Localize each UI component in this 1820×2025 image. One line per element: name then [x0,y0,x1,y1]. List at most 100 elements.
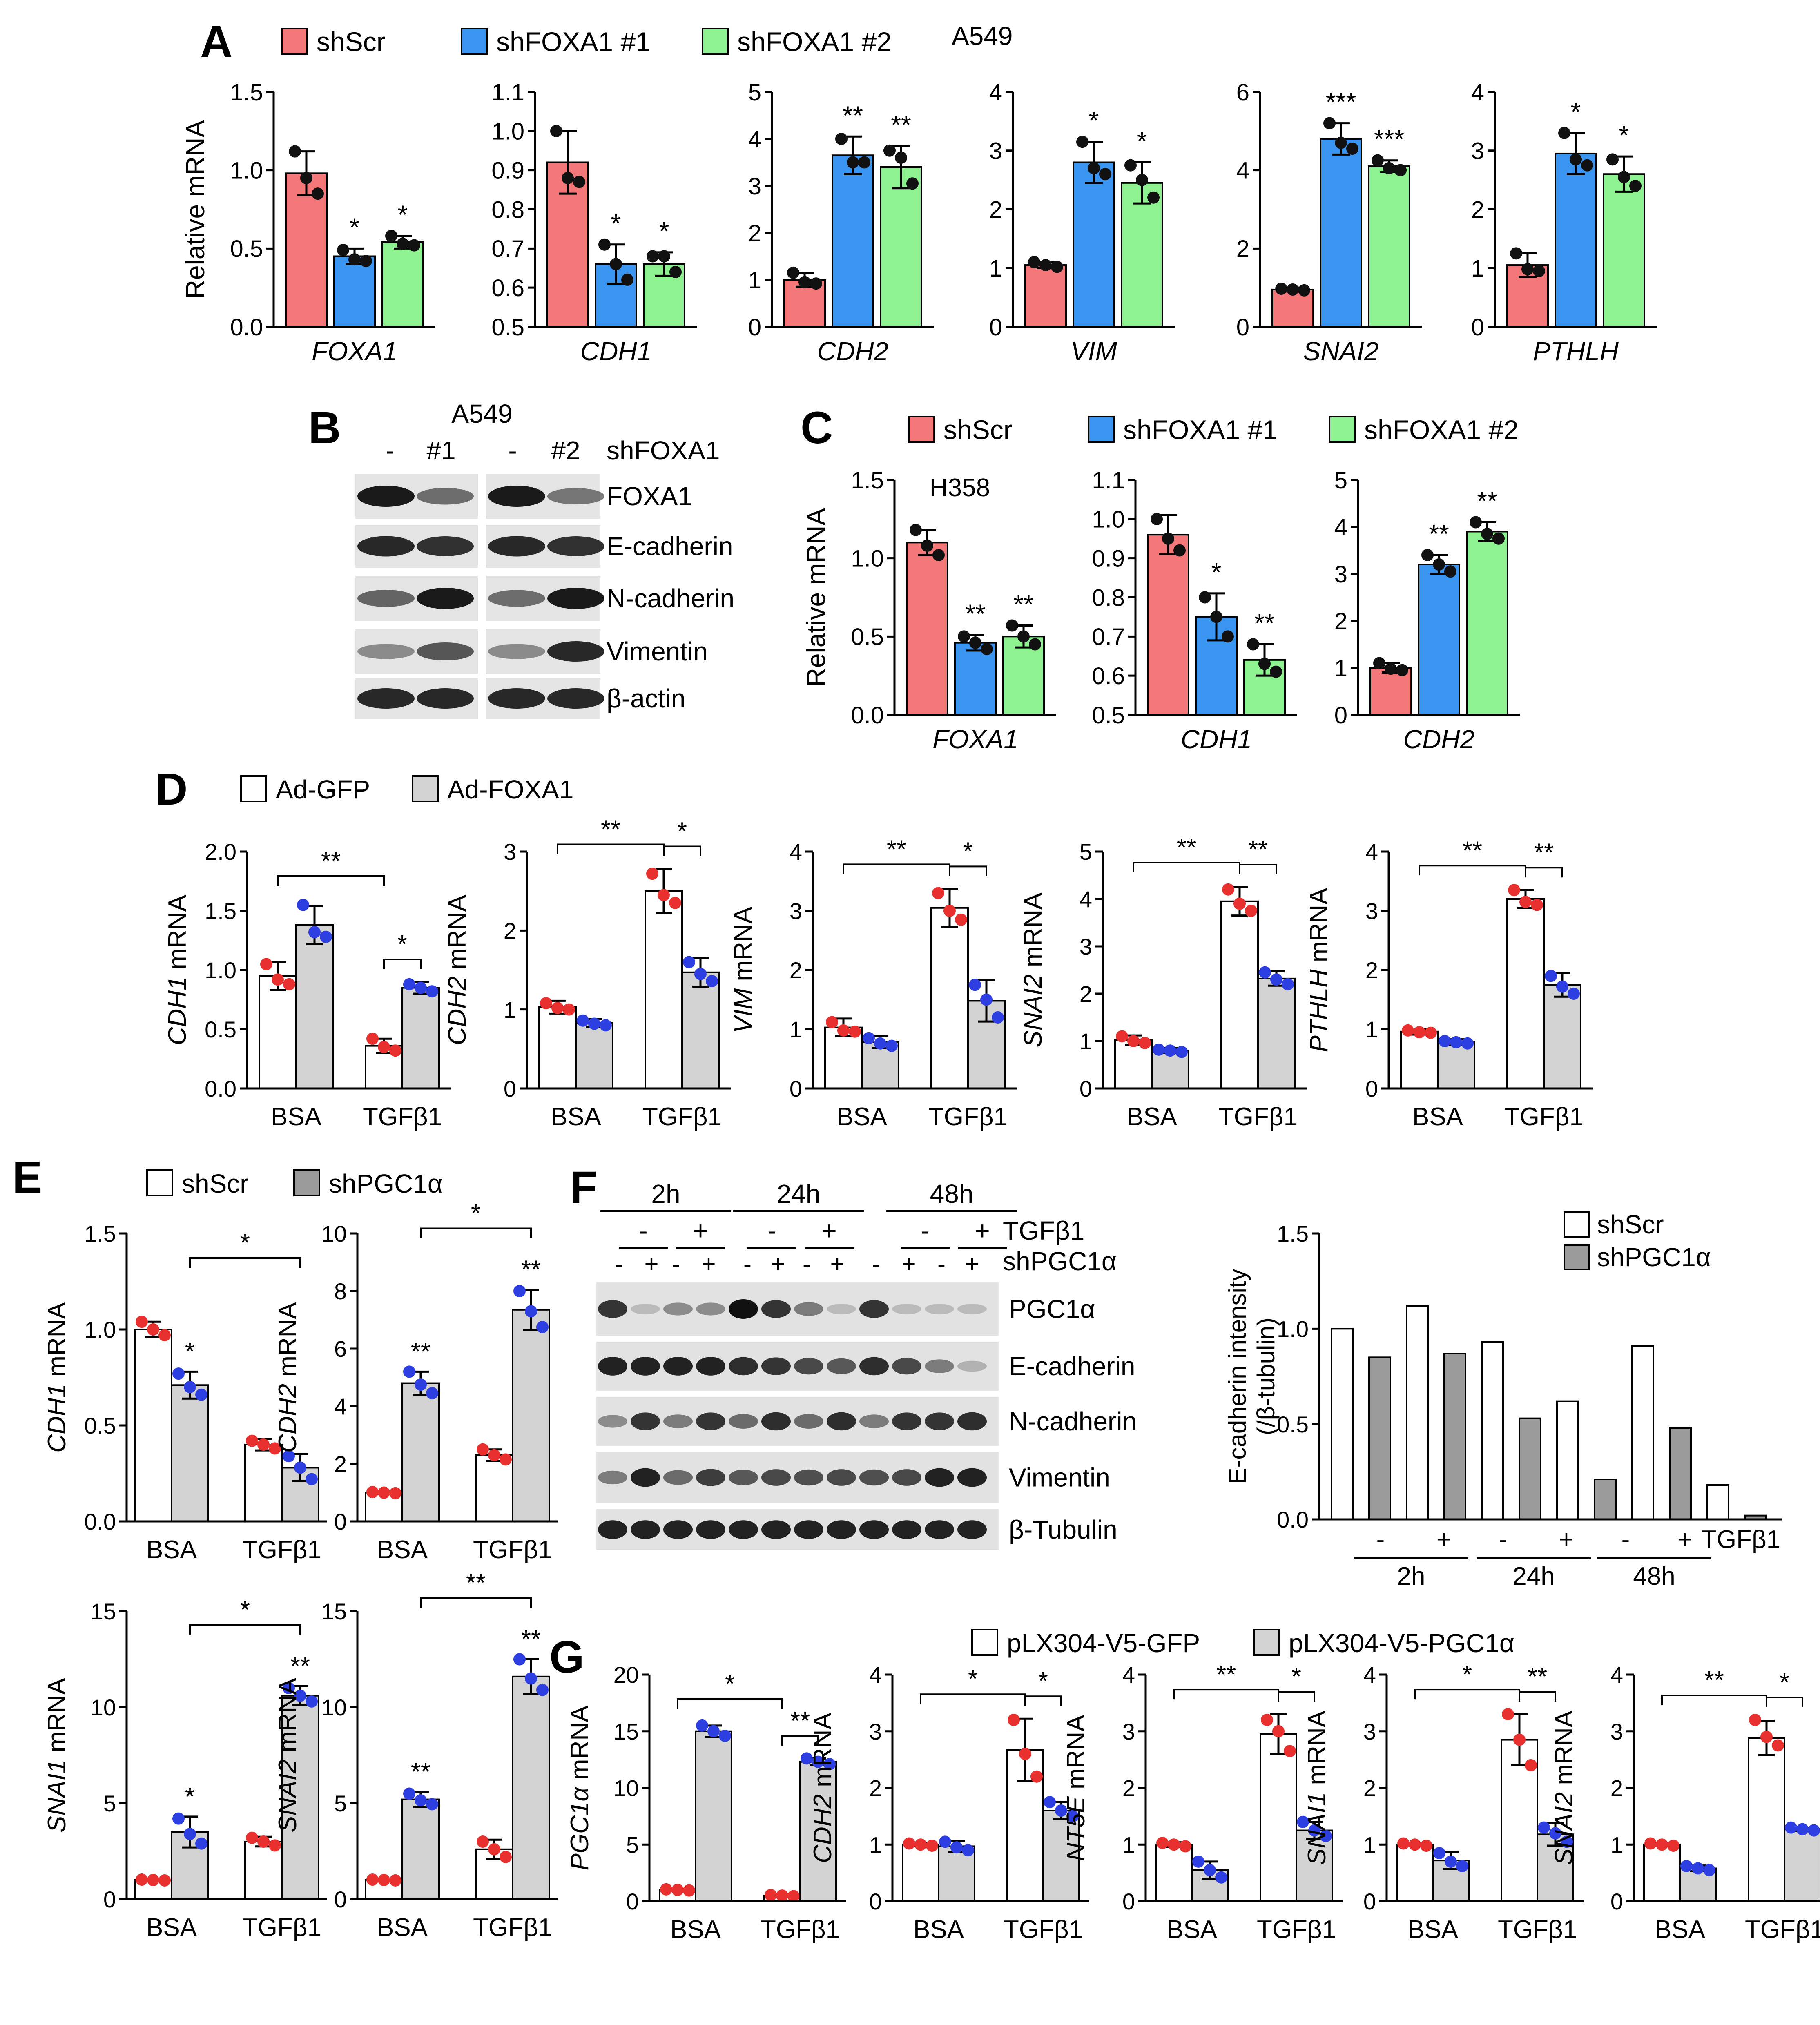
data-point [1259,966,1271,979]
data-point [525,1305,537,1318]
legend-swatch [146,1169,173,1196]
y-tick-label: 2 [334,1451,347,1477]
y-tick-label: 0 [504,1076,516,1102]
data-point [1066,1810,1079,1822]
y-axis-label: SNAI2 mRNA [1019,892,1047,1048]
y-tick-label: 3 [1610,1719,1623,1744]
y-tick-label: 5 [748,79,761,106]
y-tick-label: 2 [1236,236,1249,262]
blot-band [957,1412,987,1431]
y-tick-label: 20 [613,1662,639,1688]
significance-mark: ** [887,835,906,863]
y-tick-label: 0 [1236,314,1249,341]
chart-A4: 0 1 2 3 4 * * VIM [989,79,1175,366]
y-tick-label: 1 [790,1017,802,1042]
y-tick-label: 0.7 [491,236,524,262]
significance-mark: * [185,1338,195,1366]
y-tick-label: 2 [1365,957,1378,983]
y-tick-label: 3 [1365,898,1378,924]
data-point [1039,259,1052,272]
bar [681,971,720,1090]
data-point [257,1438,270,1451]
y-tick-label: 4 [1334,514,1347,541]
data-point [1124,159,1137,172]
blot-row-label: FOXA1 [607,482,692,511]
y-tick-label: 0 [1122,1889,1135,1914]
y-tick-label: 0.7 [1092,624,1125,650]
bar [295,924,334,1090]
y-tick-label: 1.5 [1277,1221,1309,1247]
blot-sh-sign: + [965,1250,979,1278]
bar [832,154,874,328]
significance-mark: * [240,1596,250,1624]
data-point [895,152,907,164]
bar [259,975,297,1089]
data-point [950,1841,963,1854]
y-tick-label: 1.5 [230,79,263,106]
y-axis-label-gene: PGC1α [566,1786,594,1871]
blot-band [761,1357,791,1375]
data-point [1618,171,1630,183]
data-point [1261,1714,1273,1726]
bar [1594,1479,1617,1520]
significance-mark: * [1780,1668,1789,1697]
x-axis-label: CDH1 [1181,725,1252,754]
significance-bracket [277,875,385,886]
blot-band [598,1357,627,1376]
chart-A2: 0.5 0.6 0.7 0.8 0.9 1.0 1.1 * * CDH1 [491,79,697,366]
y-axis-label-gene: CDH2 [809,1794,837,1863]
significance-mark: * [471,1199,481,1227]
x-axis-label: SNAI2 [1303,337,1379,366]
chart-D4: 0 1 2 3 4 5 BSA TGFβ1 ** ** SNAI2 mRNA [1019,834,1307,1131]
y-tick-label: 0.6 [491,275,524,301]
x-sign-label: + [1436,1525,1451,1554]
legend-label: shFOXA1 #2 [1364,415,1519,445]
y-axis-label: CDH1 mRNA [163,894,192,1045]
data-point [1204,1864,1216,1876]
y-tick-label: 3 [790,898,802,924]
blot-band [417,536,474,556]
y-tick-label: 15 [613,1719,639,1744]
x-axis-label: CDH2 [817,337,888,366]
bar [1331,1328,1354,1520]
data-point [1153,1043,1165,1056]
significance-bracket [663,845,701,856]
data-point [1028,256,1040,268]
chart-C2: 0.50.60.70.80.91.01.1***CDH1 [1092,467,1297,754]
y-tick-label: 1 [1334,655,1347,682]
y-tick-label: 4 [1236,158,1249,184]
y-tick-label: 2 [869,1775,882,1801]
data-point [969,979,981,991]
x-axis-label: CDH1 [580,337,651,366]
bar [1706,1484,1729,1520]
blot-band [488,688,545,709]
data-point [812,1755,824,1768]
cell-line-label: A549 [952,21,1013,51]
significance-mark: * [963,837,973,865]
legend-C: shScr shFOXA1 #1 shFOXA1 #2 [908,415,1519,445]
data-point [707,1725,720,1737]
blot-band [488,644,545,659]
x-tick-label: BSA [146,1913,197,1942]
data-point [939,1835,951,1848]
blot-band [729,1357,758,1376]
y-tick-label: 0 [989,314,1002,341]
legend-swatch [1564,1211,1590,1238]
significance-bracket [843,863,950,874]
significance-bracket [1024,1695,1062,1706]
data-point [1644,1837,1657,1850]
y-tick-label: 8 [334,1278,347,1304]
panel-letter-F: F [570,1162,597,1213]
significance-mark: ** [1254,609,1275,638]
y-tick-label: 4 [1363,1662,1376,1688]
data-point [513,1653,526,1666]
blot-band [696,1412,725,1430]
data-point [1531,899,1543,911]
x-tick-label: BSA [1412,1103,1463,1131]
legend-label: shScr [317,27,386,57]
x-time-label: 2h [1397,1562,1425,1590]
significance-mark: * [1038,1667,1048,1695]
significance-bracket [677,1698,783,1709]
blot-band [417,688,474,709]
